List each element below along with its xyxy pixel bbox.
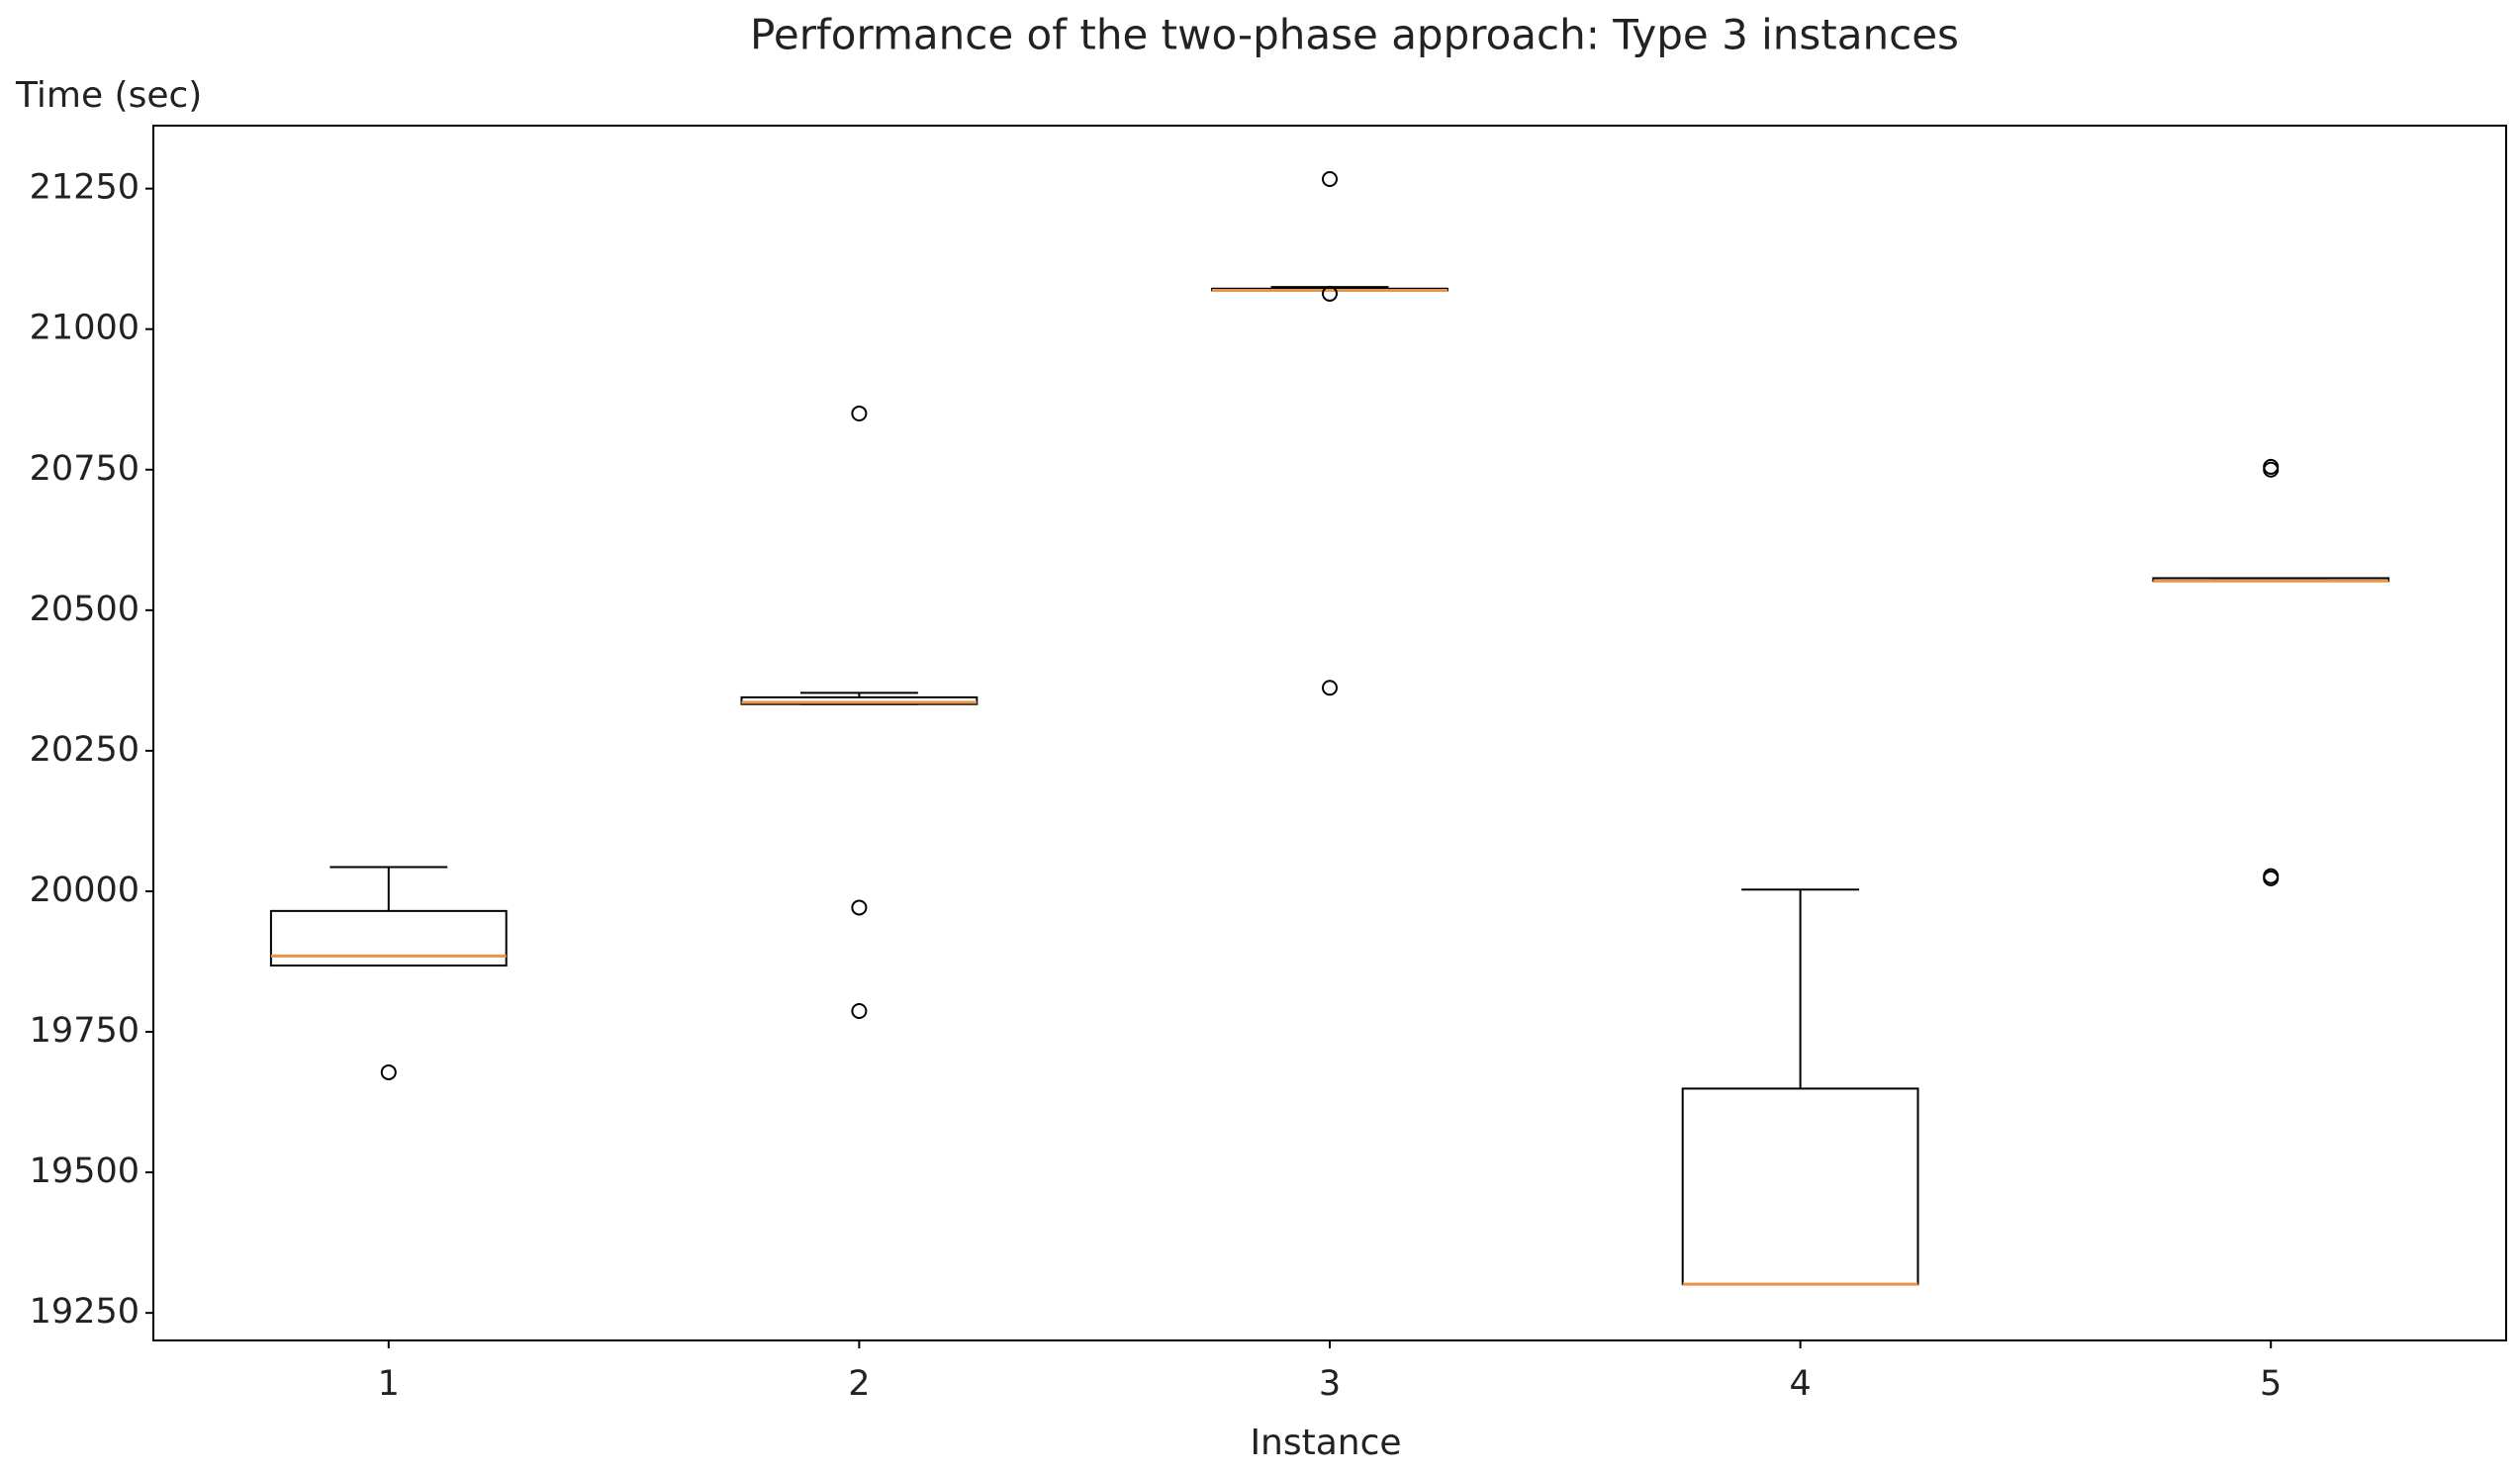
y-tick-label: 20250 xyxy=(30,730,140,770)
chart-title: Performance of the two-phase approach: T… xyxy=(750,11,1959,59)
box xyxy=(740,695,979,705)
outlier xyxy=(851,405,868,421)
outlier xyxy=(2263,868,2280,884)
outlier xyxy=(1322,680,1338,696)
y-axis-label: Time (sec) xyxy=(15,75,202,116)
x-tick-label: 5 xyxy=(2260,1364,2282,1404)
box xyxy=(269,909,508,967)
x-tick-label: 1 xyxy=(378,1364,400,1404)
y-tick-label: 21000 xyxy=(30,309,140,348)
y-tick-label: 20000 xyxy=(30,871,140,910)
y-tick-label: 20500 xyxy=(30,590,140,629)
y-tick-label: 19500 xyxy=(30,1152,140,1191)
plot-frame xyxy=(152,125,2507,1341)
y-tick-label: 21250 xyxy=(30,168,140,208)
box xyxy=(1681,1087,1919,1286)
y-tick-label: 19250 xyxy=(30,1292,140,1332)
outlier xyxy=(2263,458,2280,475)
outlier xyxy=(1322,170,1338,187)
y-tick-label: 20750 xyxy=(30,449,140,489)
x-tick-label: 3 xyxy=(1319,1364,1341,1404)
y-tick-label: 19750 xyxy=(30,1011,140,1051)
outlier xyxy=(380,1063,397,1080)
outlier xyxy=(1322,285,1338,302)
outlier xyxy=(851,899,868,916)
x-axis-label: Instance xyxy=(1250,1423,1401,1463)
x-tick-label: 4 xyxy=(1789,1364,1811,1404)
x-tick-label: 2 xyxy=(848,1364,870,1404)
outlier xyxy=(851,1003,868,1020)
